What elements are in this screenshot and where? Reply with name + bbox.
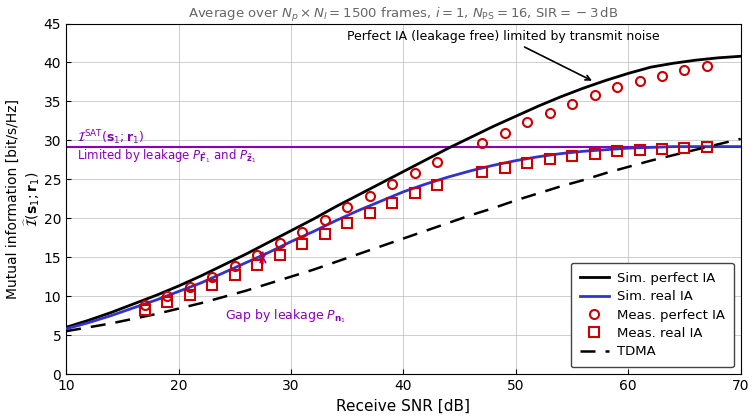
Y-axis label: Mutual information [bit/s/Hz]
$\widehat{\mathcal{I}}(\mathbf{s}_1; \mathbf{r}_1): Mutual information [bit/s/Hz] $\widehat{… — [5, 99, 42, 299]
Text: $\mathcal{I}^\mathrm{SAT}(\mathbf{s}_1; \mathbf{r}_1)$: $\mathcal{I}^\mathrm{SAT}(\mathbf{s}_1; … — [77, 128, 145, 147]
X-axis label: Receive SNR [dB]: Receive SNR [dB] — [337, 398, 470, 414]
Text: Perfect IA (leakage free) limited by transmit noise: Perfect IA (leakage free) limited by tra… — [347, 30, 660, 80]
Text: Limited by leakage $P_{\tilde{\mathbf{F}}_1}$ and $P_{\tilde{\mathbf{z}}_1}$: Limited by leakage $P_{\tilde{\mathbf{F}… — [77, 148, 257, 166]
Text: Gap by leakage $P_{\mathbf{n}_1}$: Gap by leakage $P_{\mathbf{n}_1}$ — [225, 308, 346, 326]
Title: Average over $N_p \times N_l = 1500$ frames, $i=1$, $N_\mathrm{PS}=16$, $\mathrm: Average over $N_p \times N_l = 1500$ fra… — [188, 5, 618, 23]
Legend: Sim. perfect IA, Sim. real IA, Meas. perfect IA, Meas. real IA, TDMA: Sim. perfect IA, Sim. real IA, Meas. per… — [571, 263, 734, 367]
